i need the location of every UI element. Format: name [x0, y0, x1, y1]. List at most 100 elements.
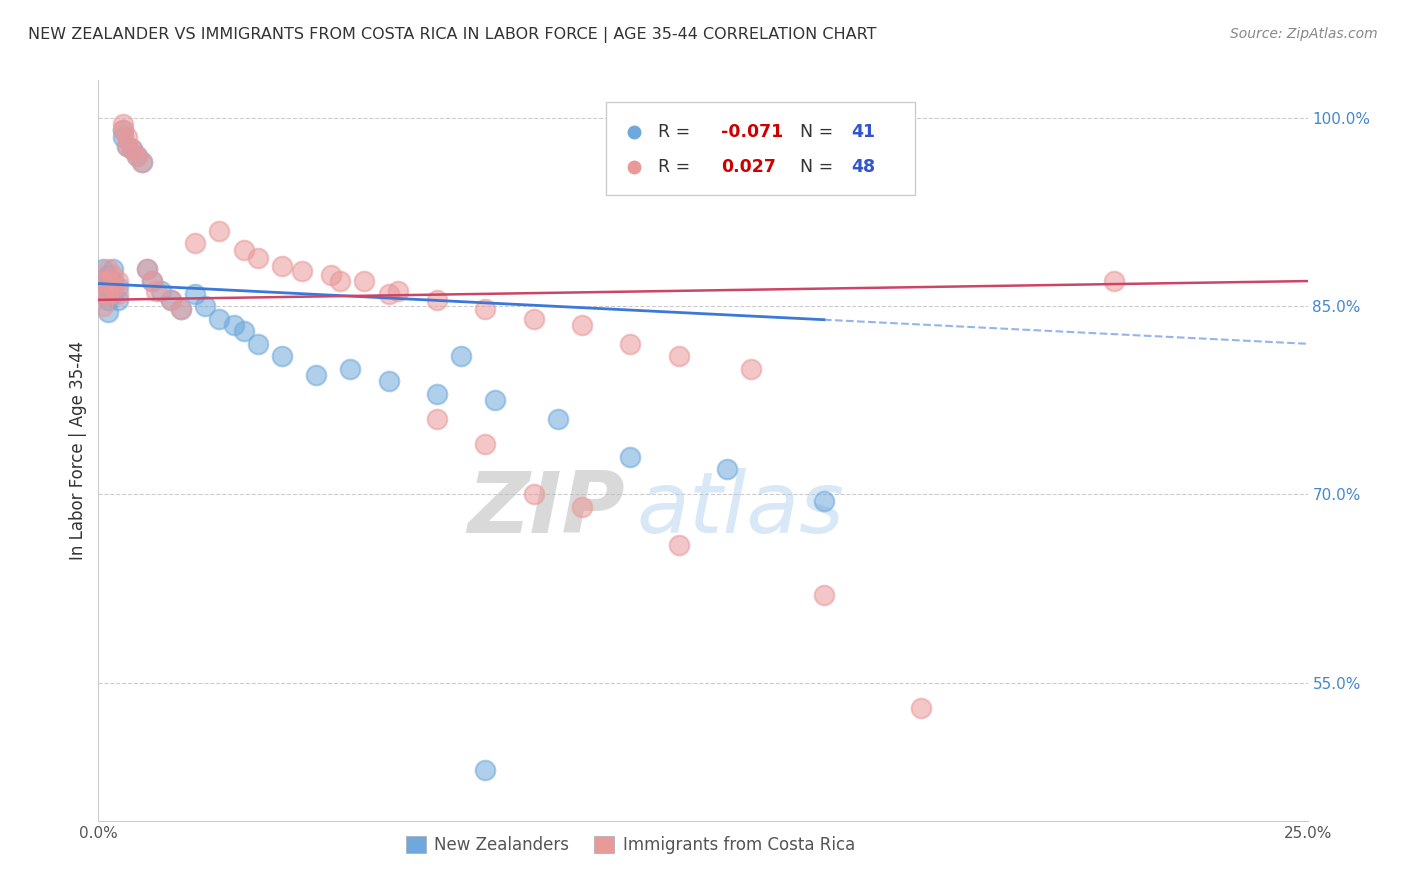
- Point: [523, 487, 546, 501]
- Point: [353, 274, 375, 288]
- Point: [271, 349, 294, 363]
- Y-axis label: In Labor Force | Age 35-44: In Labor Force | Age 35-44: [69, 341, 87, 560]
- Point: [184, 286, 207, 301]
- Point: [290, 264, 312, 278]
- Point: [101, 268, 124, 282]
- Point: [101, 274, 124, 288]
- Point: [194, 299, 217, 313]
- Point: [271, 259, 294, 273]
- Point: [247, 336, 270, 351]
- Point: [247, 252, 270, 266]
- Point: [101, 261, 124, 276]
- Point: [107, 274, 129, 288]
- Text: atlas: atlas: [637, 468, 845, 551]
- Text: N =: N =: [800, 123, 838, 141]
- Point: [160, 293, 183, 307]
- Point: [91, 274, 114, 288]
- Point: [107, 293, 129, 307]
- Point: [523, 311, 546, 326]
- Point: [484, 393, 506, 408]
- Point: [319, 268, 342, 282]
- Point: [160, 293, 183, 307]
- Point: [117, 138, 139, 153]
- Point: [97, 274, 120, 288]
- Point: [232, 324, 254, 338]
- Point: [127, 148, 149, 162]
- Point: [135, 261, 157, 276]
- Text: 0.027: 0.027: [721, 159, 776, 177]
- Point: [131, 154, 153, 169]
- Point: [619, 336, 641, 351]
- Point: [474, 301, 496, 316]
- Point: [426, 293, 449, 307]
- Point: [1102, 274, 1125, 288]
- Point: [91, 286, 114, 301]
- Point: [813, 493, 835, 508]
- Point: [169, 301, 191, 316]
- Point: [91, 274, 114, 288]
- Point: [547, 412, 569, 426]
- Legend: New Zealanders, Immigrants from Costa Rica: New Zealanders, Immigrants from Costa Ri…: [399, 829, 862, 861]
- Point: [426, 412, 449, 426]
- Point: [97, 280, 120, 294]
- Point: [107, 286, 129, 301]
- Point: [474, 437, 496, 451]
- Point: [91, 286, 114, 301]
- Point: [387, 284, 409, 298]
- Point: [121, 142, 143, 156]
- Point: [97, 268, 120, 282]
- Text: -0.071: -0.071: [721, 123, 783, 141]
- Point: [91, 261, 114, 276]
- Point: [450, 349, 472, 363]
- Point: [305, 368, 328, 383]
- Point: [111, 117, 134, 131]
- Point: [131, 154, 153, 169]
- Point: [97, 293, 120, 307]
- Point: [668, 538, 690, 552]
- Point: [111, 129, 134, 144]
- Point: [111, 123, 134, 137]
- Point: [117, 129, 139, 144]
- Point: [97, 261, 120, 276]
- Point: [668, 349, 690, 363]
- Point: [813, 588, 835, 602]
- Text: ZIP: ZIP: [467, 468, 624, 551]
- Point: [135, 261, 157, 276]
- Point: [910, 700, 932, 714]
- Point: [107, 280, 129, 294]
- Point: [141, 274, 163, 288]
- Point: [184, 236, 207, 251]
- Point: [426, 387, 449, 401]
- Point: [150, 284, 173, 298]
- Point: [111, 123, 134, 137]
- Point: [740, 362, 762, 376]
- Point: [474, 764, 496, 778]
- Point: [121, 142, 143, 156]
- Text: N =: N =: [800, 159, 838, 177]
- Point: [141, 274, 163, 288]
- Point: [127, 148, 149, 162]
- Point: [571, 500, 593, 514]
- Point: [91, 299, 114, 313]
- Point: [208, 311, 231, 326]
- FancyBboxPatch shape: [606, 103, 915, 195]
- Point: [571, 318, 593, 332]
- Point: [97, 305, 120, 319]
- Point: [101, 286, 124, 301]
- Text: 48: 48: [852, 159, 876, 177]
- Point: [169, 301, 191, 316]
- Point: [145, 284, 167, 298]
- Point: [97, 286, 120, 301]
- Text: R =: R =: [658, 159, 696, 177]
- Text: NEW ZEALANDER VS IMMIGRANTS FROM COSTA RICA IN LABOR FORCE | AGE 35-44 CORRELATI: NEW ZEALANDER VS IMMIGRANTS FROM COSTA R…: [28, 27, 876, 43]
- Point: [222, 318, 245, 332]
- Point: [232, 243, 254, 257]
- Point: [329, 274, 352, 288]
- Point: [339, 362, 361, 376]
- Point: [377, 286, 399, 301]
- Text: Source: ZipAtlas.com: Source: ZipAtlas.com: [1230, 27, 1378, 41]
- Point: [208, 224, 231, 238]
- Point: [619, 450, 641, 464]
- Point: [117, 138, 139, 153]
- Point: [377, 375, 399, 389]
